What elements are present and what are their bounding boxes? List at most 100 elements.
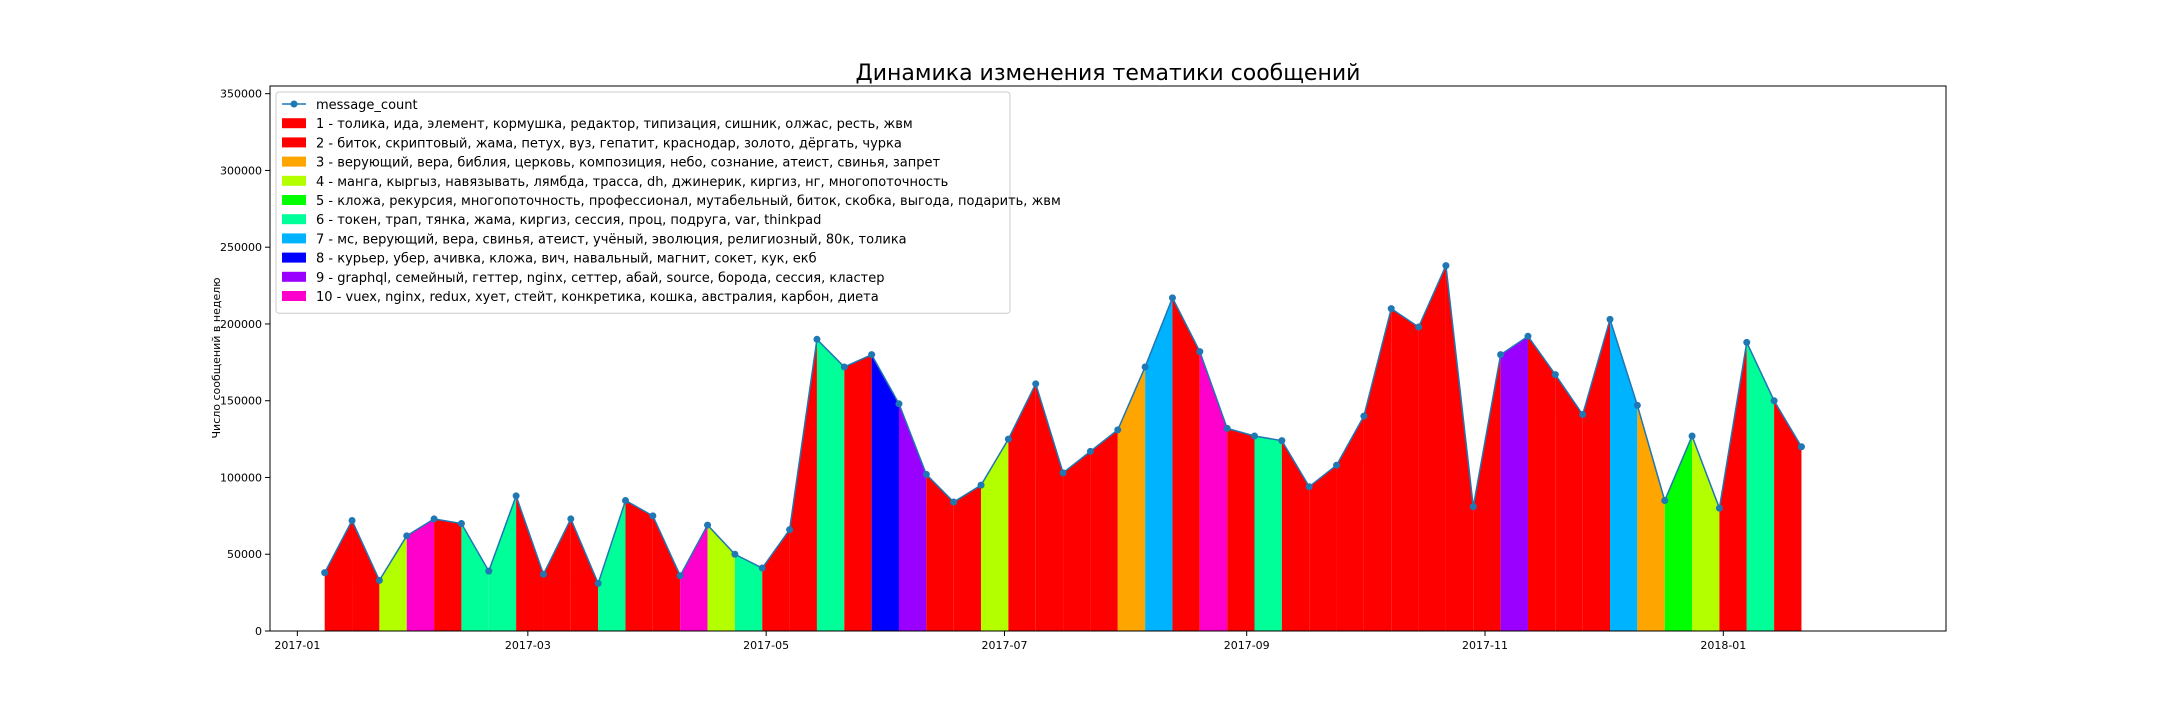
area-segment-8 [543, 518, 571, 631]
area-segment-45 [1555, 374, 1583, 631]
data-point-34 [1251, 432, 1259, 440]
data-point-42 [1469, 503, 1477, 511]
area-segment-21 [898, 403, 927, 631]
area-segment-3 [406, 518, 435, 631]
legend-line-marker [290, 100, 298, 108]
area-segment-15 [734, 554, 763, 631]
data-point-12 [649, 512, 657, 520]
data-point-37 [1333, 461, 1341, 469]
data-point-16 [758, 564, 766, 572]
x-tick-label-4: 2017-09 [1224, 639, 1270, 652]
legend-swatch-2 [282, 137, 306, 148]
area-segment-50 [1692, 436, 1720, 631]
data-point-6 [485, 567, 493, 575]
area-segment-7 [516, 495, 544, 631]
y-axis-label: Число сообщений в неделю [210, 277, 223, 438]
chart-title: Динамика изменения тематики сообщений [856, 61, 1361, 86]
area-segment-52 [1746, 342, 1775, 631]
data-point-2 [375, 576, 383, 584]
data-point-19 [840, 363, 848, 371]
area-segment-51 [1719, 342, 1747, 631]
data-point-3 [403, 532, 411, 540]
legend: message_count 1 - толика, ида, элемент, к… [275, 91, 1061, 314]
area-segment-32 [1199, 351, 1228, 631]
y-tick-label-7: 350000 [220, 88, 262, 101]
data-point-47 [1606, 315, 1614, 323]
area-segment-29 [1117, 366, 1146, 631]
legend-label-8: 8 - курьер, убер, ачивка, кложа, вич, на… [316, 252, 817, 267]
area-segments [324, 265, 1802, 631]
area-segment-12 [652, 515, 681, 631]
area-segment-35 [1281, 440, 1310, 631]
area-segment-33 [1227, 428, 1255, 631]
area-segment-20 [871, 354, 899, 631]
data-point-17 [786, 526, 794, 534]
area-segment-23 [953, 485, 982, 631]
data-point-1 [348, 516, 356, 524]
data-point-25 [1004, 435, 1012, 443]
area-segment-43 [1500, 336, 1528, 631]
legend-label-message-count: message_count [316, 98, 418, 113]
area-segment-41 [1445, 265, 1474, 631]
data-point-40 [1415, 323, 1423, 331]
area-segment-13 [680, 525, 708, 631]
data-point-32 [1196, 348, 1204, 356]
area-segment-18 [816, 339, 845, 631]
data-point-7 [512, 492, 520, 500]
data-point-48 [1633, 401, 1641, 409]
legend-swatch-10 [282, 291, 306, 301]
area-segment-6 [488, 495, 517, 631]
data-point-46 [1579, 411, 1587, 419]
data-point-15 [731, 550, 739, 558]
x-tick-label-6: 2018-01 [1700, 639, 1746, 652]
legend-swatch-4 [282, 175, 306, 186]
legend-swatch-8 [282, 252, 306, 263]
data-point-5 [457, 520, 465, 528]
data-point-30 [1141, 363, 1149, 371]
area-segment-9 [570, 518, 599, 631]
legend-label-4: 4 - манга, кыргыз, навязывать, лямбда, т… [316, 175, 948, 190]
legend-swatch-6 [282, 214, 306, 225]
area-segment-4 [434, 518, 462, 631]
x-tick-label-0: 2017-01 [274, 639, 320, 652]
area-segment-44 [1527, 336, 1556, 631]
area-segment-22 [926, 474, 954, 631]
data-point-14 [704, 521, 712, 529]
legend-swatch-9 [282, 271, 306, 282]
area-segment-26 [1035, 383, 1064, 631]
legend-label-5: 5 - кложа, рекурсия, многопоточность, пр… [316, 194, 1061, 209]
data-point-18 [813, 335, 821, 343]
data-point-38 [1360, 412, 1368, 420]
data-point-36 [1305, 483, 1313, 491]
area-segment-10 [598, 500, 626, 631]
data-point-8 [539, 570, 547, 578]
legend-box [275, 91, 1011, 314]
data-point-20 [868, 351, 876, 359]
line-series [321, 262, 1805, 587]
data-point-27 [1059, 469, 1067, 477]
data-point-0 [321, 569, 329, 577]
data-point-24 [977, 481, 985, 489]
data-point-44 [1524, 332, 1532, 340]
data-point-31 [1168, 294, 1176, 302]
data-point-41 [1442, 262, 1450, 270]
area-segment-19 [844, 354, 872, 631]
area-segment-25 [1008, 383, 1036, 631]
y-tick-label-0: 0 [255, 625, 262, 638]
area-segment-1 [352, 520, 380, 631]
y-tick-label-2: 100000 [220, 471, 262, 484]
data-point-39 [1387, 305, 1395, 313]
legend-swatch-3 [282, 156, 306, 167]
data-point-50 [1688, 432, 1696, 440]
area-segment-17 [789, 339, 817, 631]
x-axis: 2017-01 2017-03 2017-05 2017-07 2017-09 2017-… [274, 631, 1746, 652]
legend-label-9: 9 - graphql, семейный, геттер, nginx, се… [316, 271, 884, 286]
area-segment-28 [1090, 429, 1118, 631]
legend-swatch-7 [282, 233, 306, 244]
data-point-4 [430, 515, 438, 523]
area-segment-53 [1774, 400, 1802, 631]
area-segment-40 [1418, 265, 1446, 631]
area-segment-31 [1172, 297, 1200, 631]
y-tick-label-1: 50000 [227, 548, 262, 561]
data-point-29 [1114, 426, 1122, 434]
